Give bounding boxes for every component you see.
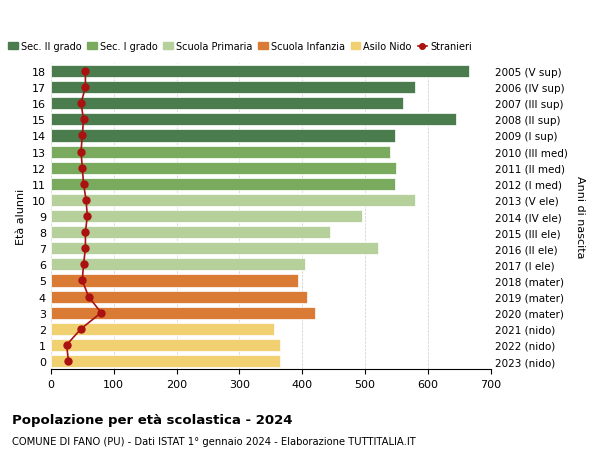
Point bbox=[62, 341, 71, 349]
Y-axis label: Anni di nascita: Anni di nascita bbox=[575, 175, 585, 257]
Point bbox=[80, 68, 90, 76]
Point bbox=[76, 101, 86, 108]
Y-axis label: Età alunni: Età alunni bbox=[16, 189, 26, 245]
Bar bbox=[51, 130, 395, 142]
Bar bbox=[51, 114, 456, 126]
Bar bbox=[51, 179, 395, 190]
Point bbox=[81, 197, 91, 204]
Point bbox=[97, 309, 106, 317]
Point bbox=[79, 261, 88, 269]
Bar bbox=[51, 243, 377, 255]
Point bbox=[77, 133, 87, 140]
Point bbox=[79, 117, 88, 124]
Point bbox=[77, 165, 87, 172]
Bar bbox=[51, 339, 280, 351]
Point bbox=[76, 325, 86, 333]
Text: Popolazione per età scolastica - 2024: Popolazione per età scolastica - 2024 bbox=[12, 413, 293, 426]
Bar bbox=[51, 307, 315, 319]
Point bbox=[80, 84, 90, 92]
Bar bbox=[51, 82, 415, 94]
Bar bbox=[51, 66, 469, 78]
Point bbox=[76, 149, 86, 156]
Bar bbox=[51, 227, 331, 239]
Point bbox=[84, 293, 94, 301]
Point bbox=[80, 229, 90, 236]
Bar bbox=[51, 98, 403, 110]
Bar bbox=[51, 275, 298, 287]
Point bbox=[79, 181, 88, 188]
Bar bbox=[51, 211, 362, 223]
Text: COMUNE DI FANO (PU) - Dati ISTAT 1° gennaio 2024 - Elaborazione TUTTITALIA.IT: COMUNE DI FANO (PU) - Dati ISTAT 1° genn… bbox=[12, 436, 416, 446]
Bar bbox=[51, 146, 390, 158]
Point bbox=[80, 245, 90, 252]
Bar bbox=[51, 323, 274, 335]
Bar bbox=[51, 355, 280, 367]
Legend: Sec. II grado, Sec. I grado, Scuola Primaria, Scuola Infanzia, Asilo Nido, Stran: Sec. II grado, Sec. I grado, Scuola Prim… bbox=[4, 38, 476, 56]
Point bbox=[83, 213, 92, 220]
Bar bbox=[51, 162, 397, 174]
Bar bbox=[51, 291, 307, 303]
Bar bbox=[51, 195, 415, 207]
Bar bbox=[51, 259, 305, 271]
Point bbox=[64, 358, 73, 365]
Point bbox=[77, 277, 87, 285]
